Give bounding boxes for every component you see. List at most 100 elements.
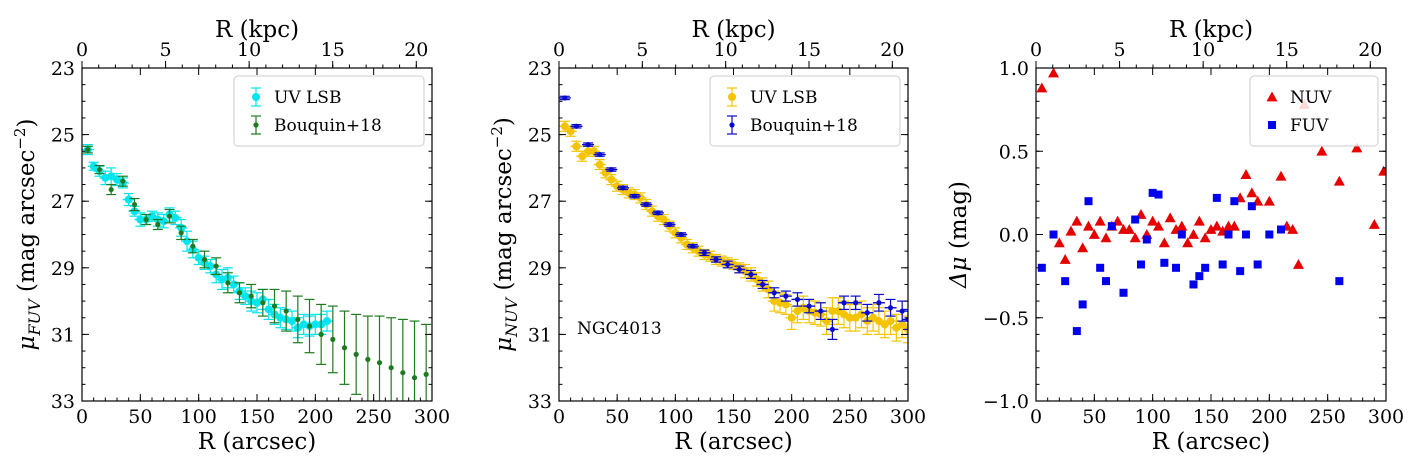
data-point <box>1084 197 1093 206</box>
y-tick-label: 23 <box>51 58 75 80</box>
data-point <box>1193 215 1205 226</box>
x-tick-label: 50 <box>128 406 152 428</box>
data-point <box>1147 215 1159 226</box>
x-tick-label: 0 <box>76 406 88 428</box>
top-tick-label: 15 <box>1275 39 1299 61</box>
data-point <box>1096 263 1105 272</box>
x-axis-title: R (arcsec) <box>674 429 792 455</box>
x-tick-label: 150 <box>239 406 275 428</box>
data-point <box>578 152 587 161</box>
data-point <box>1049 230 1058 239</box>
data-point <box>1201 263 1210 272</box>
data-point <box>171 213 180 222</box>
data-point <box>376 360 383 366</box>
x-tick-label: 150 <box>1193 406 1229 428</box>
x-tick-label: 300 <box>890 406 926 428</box>
data-point <box>1277 225 1285 234</box>
data-point <box>1228 220 1240 231</box>
y-tick-label: 33 <box>528 391 552 413</box>
data-point <box>1148 188 1157 197</box>
data-point <box>818 308 824 314</box>
data-point <box>1088 229 1100 239</box>
data-point <box>1176 220 1188 231</box>
legend-marker <box>729 122 735 128</box>
legend-marker <box>728 93 736 101</box>
legend-label: Bouquin+18 <box>274 116 382 136</box>
y-tick-label: 27 <box>528 191 552 213</box>
data-point <box>876 300 882 306</box>
x-tick-label: 250 <box>832 406 868 428</box>
data-point <box>1230 197 1239 206</box>
data-point <box>736 266 742 273</box>
legend-marker <box>252 93 260 101</box>
series-bouquin-18 <box>82 145 432 401</box>
data-point <box>666 221 673 228</box>
data-point <box>864 310 870 316</box>
data-point <box>236 290 243 296</box>
top-tick-label: 0 <box>553 39 565 61</box>
plot-area <box>1036 68 1386 336</box>
data-point <box>201 256 208 263</box>
data-point <box>178 230 184 236</box>
y-tick-label: 1.0 <box>999 58 1029 80</box>
legend: UV LSB Bouquin+18 <box>233 75 425 147</box>
data-point <box>1083 220 1094 231</box>
data-point <box>783 293 789 299</box>
y-tick-label: 29 <box>528 258 552 280</box>
data-point <box>143 216 149 223</box>
data-point <box>1333 175 1345 186</box>
data-point <box>1172 263 1180 272</box>
legend-entry: UV LSB <box>251 87 341 108</box>
data-point <box>1199 232 1211 243</box>
legend: UV LSB Bouquin+18 <box>709 75 901 147</box>
data-point <box>190 243 196 249</box>
data-point <box>131 201 138 208</box>
x-axis-title: R (arcsec) <box>1152 429 1270 455</box>
panel-fuv: 0 50 100 150 200 250 300 0 5 10 15 20 23 25 27 29 31 33 R … <box>11 17 450 455</box>
y-tick-label: −0.5 <box>983 308 1029 330</box>
data-point <box>365 356 371 362</box>
data-point <box>1119 288 1128 297</box>
data-point <box>1100 232 1112 243</box>
x-tick-label: 0 <box>553 406 565 428</box>
data-point <box>1368 219 1380 229</box>
y-tick-label: 0.5 <box>999 141 1029 163</box>
data-point <box>1153 220 1164 231</box>
data-point <box>341 345 348 351</box>
panel-delta: 0 50 100 150 200 250 300 0 5 10 15 20 −1.0 −0.5 0.0 0.5… <box>946 17 1404 455</box>
data-point <box>1236 267 1245 276</box>
data-point <box>595 160 604 169</box>
data-point <box>1036 82 1048 93</box>
data-point <box>678 231 684 238</box>
data-point <box>155 221 161 228</box>
legend-entry: Bouquin+18 <box>727 115 858 136</box>
data-point <box>1048 68 1059 78</box>
series-bouquin-18 <box>559 95 908 340</box>
data-point <box>607 175 616 184</box>
data-point <box>1211 220 1223 231</box>
data-point <box>573 123 580 129</box>
data-point <box>1246 187 1258 198</box>
data-point <box>1293 258 1304 269</box>
data-point <box>1265 230 1274 239</box>
legend-frame <box>1249 75 1379 147</box>
data-point <box>713 256 719 263</box>
data-point <box>1078 300 1087 309</box>
data-point <box>560 122 569 131</box>
top-tick-label: 20 <box>1358 39 1382 61</box>
y-tick-label: 33 <box>51 391 75 413</box>
data-point <box>597 151 603 158</box>
data-point <box>1335 277 1344 286</box>
top-tick-label: 20 <box>404 39 428 61</box>
data-point <box>857 310 866 319</box>
data-point <box>701 250 708 256</box>
data-point <box>620 185 626 191</box>
data-point <box>898 320 907 329</box>
data-point <box>1195 272 1204 281</box>
top-axis-title: R (kpc) <box>691 17 775 43</box>
data-point <box>725 261 731 268</box>
data-point <box>880 320 889 329</box>
series-uv-lsb <box>82 143 333 339</box>
x-tick-label: 50 <box>1082 406 1106 428</box>
legend-frame <box>233 75 425 147</box>
